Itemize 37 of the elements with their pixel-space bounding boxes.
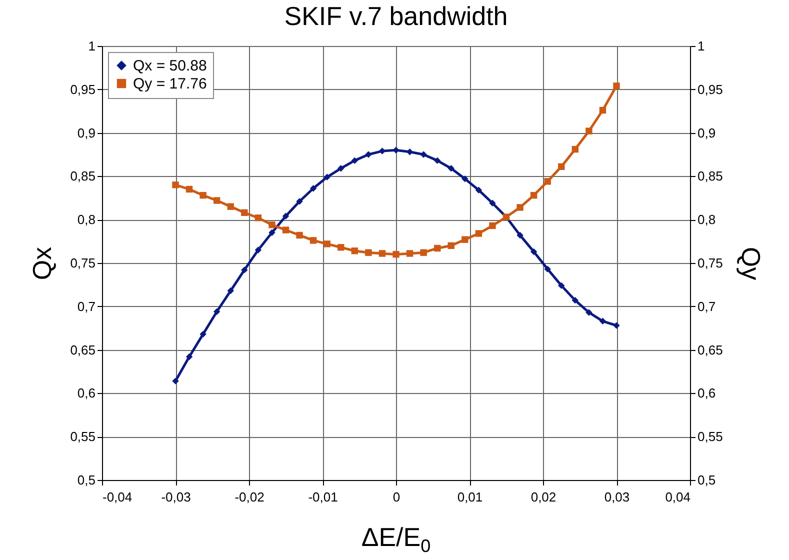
x-tick-label: -0,01 bbox=[308, 490, 338, 504]
y-tick-label: 0,9 bbox=[77, 125, 96, 140]
y-tick-label: 0,5 bbox=[77, 472, 96, 488]
y-tick-label: 0,95 bbox=[70, 82, 96, 97]
y-tick-label: 0,55 bbox=[70, 429, 96, 444]
y-tick-label: 0,75 bbox=[70, 256, 96, 270]
legend-label: Qx = 50.88 bbox=[133, 58, 207, 74]
y2-tick-label: 0,6 bbox=[698, 386, 716, 401]
x-tick-label: 0,01 bbox=[457, 490, 483, 504]
y-tick-label: 0,7 bbox=[77, 298, 96, 314]
y2-axis-title: Qy bbox=[736, 246, 766, 280]
y2-tick-label: 0,95 bbox=[698, 82, 723, 97]
x-tick-label: 0,03 bbox=[604, 490, 630, 504]
y2-tick-label: 0,55 bbox=[698, 429, 723, 444]
y2-tick-label: 0,9 bbox=[698, 125, 716, 140]
y-tick-label: 0,8 bbox=[77, 212, 96, 228]
y-axis-title: Qx bbox=[27, 246, 58, 280]
y2-tick-label: 0,7 bbox=[698, 298, 716, 314]
y2-tick-label: 0,85 bbox=[698, 168, 723, 184]
y2-tick-label: 0,75 bbox=[698, 256, 723, 270]
y-tick-label: 1 bbox=[88, 38, 96, 54]
x-tick-label: 0,04 bbox=[665, 490, 690, 504]
y2-tick-label: 1 bbox=[698, 38, 705, 54]
x-tick-label: -0,02 bbox=[234, 490, 264, 504]
chart-title: SKIF v.7 bandwidth bbox=[284, 1, 508, 31]
y-tick-label: 0,65 bbox=[70, 342, 96, 358]
x-axis-title: ΔE/E$_{0}$ bbox=[360, 522, 432, 558]
x-tick-label: 0 bbox=[392, 490, 400, 504]
x-tick-label: 0,02 bbox=[530, 490, 556, 504]
y2-tick-label: 0,65 bbox=[698, 342, 723, 358]
x-tick-label: -0,04 bbox=[102, 490, 132, 504]
y-tick-label: 0,6 bbox=[77, 386, 96, 401]
x-tick-label: -0,03 bbox=[161, 490, 191, 504]
y-tick-label: 0,85 bbox=[70, 168, 96, 184]
y2-tick-label: 0,5 bbox=[698, 472, 716, 488]
y2-tick-label: 0,8 bbox=[698, 212, 716, 228]
legend-label: Qy = 17.76 bbox=[133, 76, 207, 92]
